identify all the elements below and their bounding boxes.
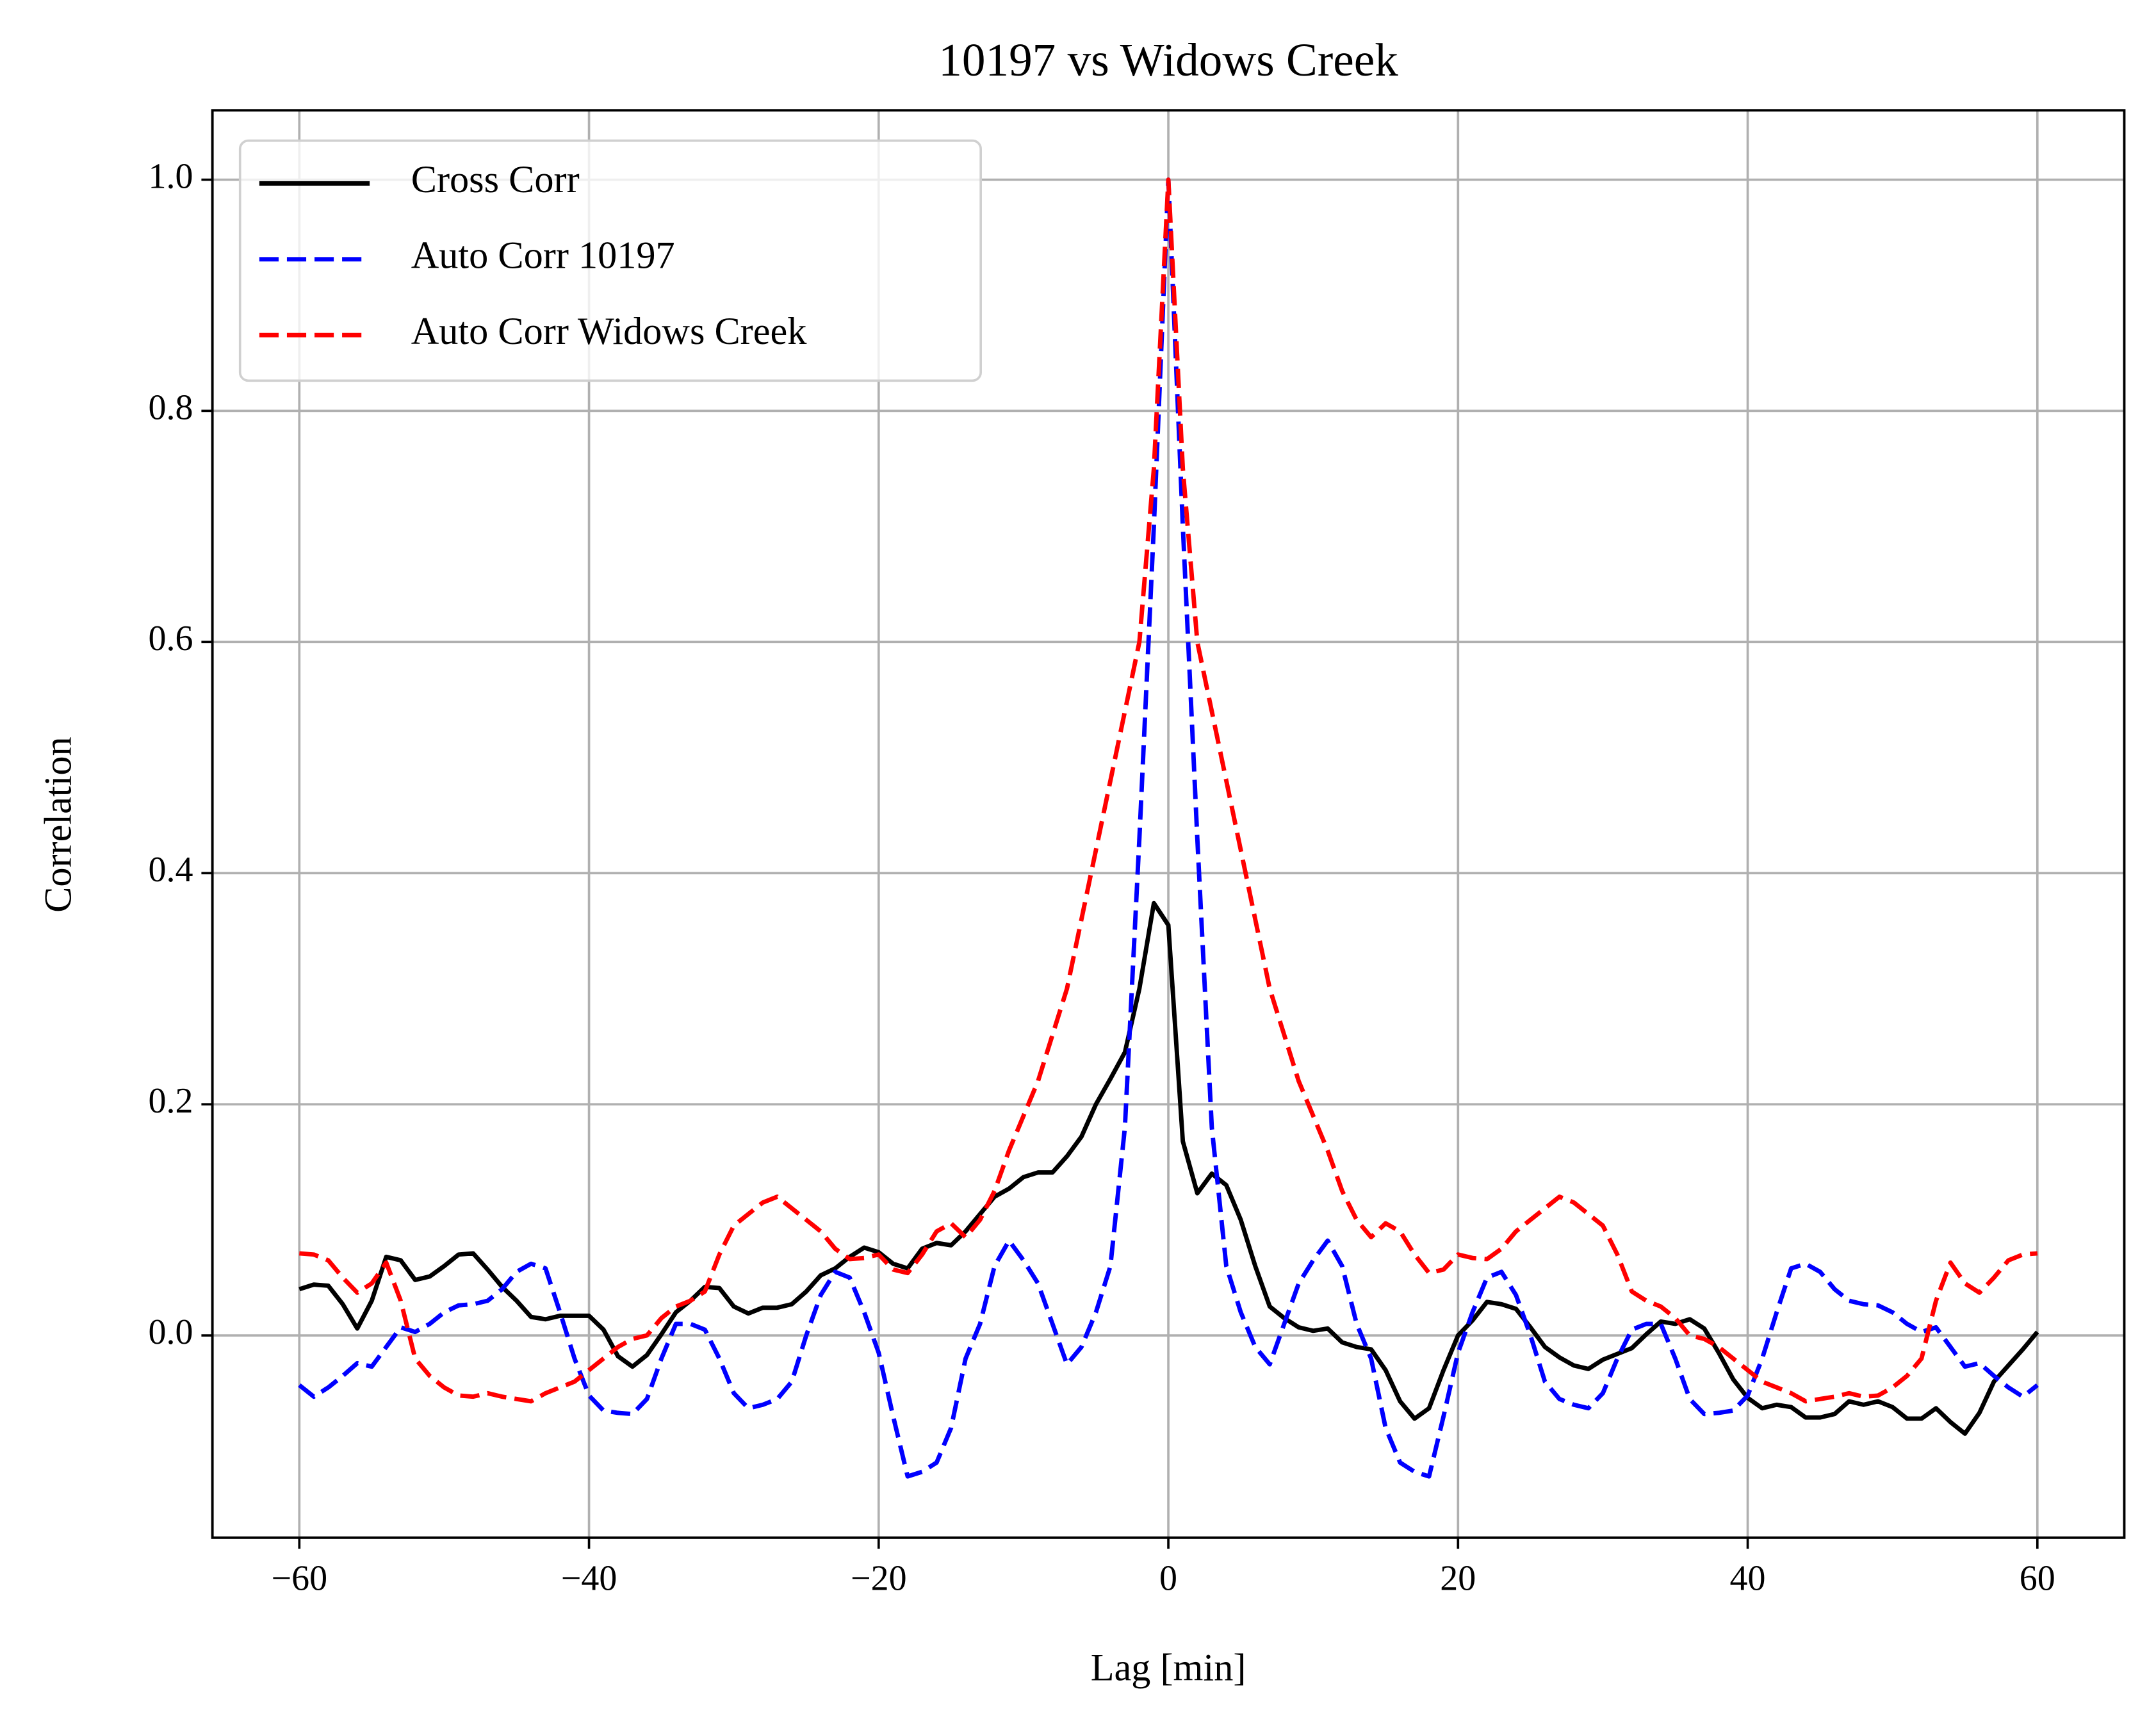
y-tick-label: 0.8: [149, 387, 193, 427]
y-tick-label: 0.2: [149, 1081, 193, 1121]
y-tick-label: 0.4: [149, 850, 193, 890]
y-axis-label: Correlation: [37, 737, 80, 913]
plot-frame: [211, 109, 2126, 1539]
x-tick-label: −40: [561, 1559, 617, 1599]
legend-label: Auto Corr Widows Creek: [411, 310, 808, 353]
chart-title: 10197 vs Widows Creek: [938, 34, 1398, 86]
y-tick-label: 1.0: [149, 156, 193, 196]
y-tick-label: 0.0: [149, 1312, 193, 1352]
x-tick-label: 0: [1159, 1559, 1177, 1599]
x-tick-label: −60: [272, 1559, 328, 1599]
x-axis-label: Lag [min]: [1091, 1647, 1246, 1690]
legend-label: Cross Corr: [411, 158, 580, 201]
x-tick-label: 40: [1730, 1559, 1766, 1599]
series-line: [299, 177, 2038, 1404]
x-tick-label: −20: [851, 1559, 907, 1599]
y-tick-label: 0.6: [149, 619, 193, 658]
legend-label: Auto Corr 10197: [411, 234, 675, 277]
x-tick-label: 20: [1440, 1559, 1476, 1599]
x-tick-label: 60: [2020, 1559, 2055, 1599]
legend-box: [238, 139, 983, 382]
